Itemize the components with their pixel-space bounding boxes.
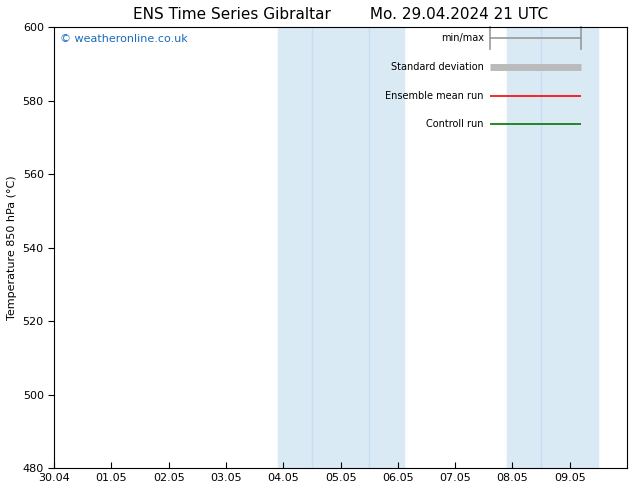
Text: Standard deviation: Standard deviation — [391, 62, 484, 72]
Title: ENS Time Series Gibraltar        Mo. 29.04.2024 21 UTC: ENS Time Series Gibraltar Mo. 29.04.2024… — [133, 7, 548, 22]
Text: min/max: min/max — [441, 33, 484, 43]
Y-axis label: Temperature 850 hPa (°C): Temperature 850 hPa (°C) — [7, 175, 17, 320]
Text: Ensemble mean run: Ensemble mean run — [385, 91, 484, 100]
Bar — [278, 27, 404, 468]
Text: Controll run: Controll run — [426, 119, 484, 129]
Bar — [507, 27, 598, 468]
Text: © weatheronline.co.uk: © weatheronline.co.uk — [60, 34, 188, 44]
